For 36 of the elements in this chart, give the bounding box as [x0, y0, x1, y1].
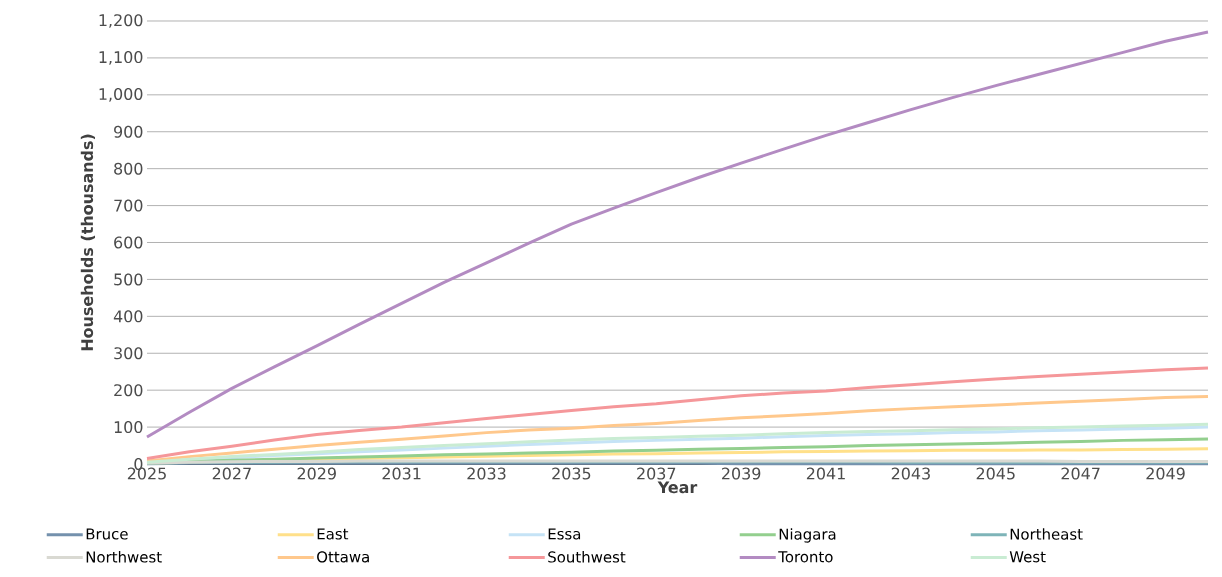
- legend-label: Essa: [548, 528, 581, 540]
- y-tick-label: 300: [114, 347, 143, 360]
- x-tick-label: 2033: [467, 467, 506, 480]
- y-tick-label: 200: [114, 384, 143, 397]
- legend-label: Niagara: [779, 528, 836, 543]
- y-tick-label: 1,200: [99, 14, 143, 28]
- y-tick-label: 600: [114, 236, 143, 249]
- x-tick-label: 2037: [637, 467, 676, 480]
- x-axis-title: Year: [657, 481, 698, 494]
- y-tick-label: 900: [114, 125, 143, 138]
- legend-label: Northwest: [86, 551, 162, 563]
- y-tick-label: 1,000: [99, 87, 143, 102]
- legend-label: Bruce: [86, 528, 128, 540]
- y-tick-label: 700: [114, 199, 143, 212]
- legend-label: Southwest: [548, 551, 626, 563]
- y-axis-title: Households (thousands): [80, 134, 95, 351]
- x-tick-label: 2045: [976, 467, 1015, 480]
- x-tick-label: 2027: [212, 467, 251, 480]
- x-tick-label: 2049: [1146, 467, 1185, 480]
- x-tick-label: 2041: [806, 467, 845, 480]
- y-tick-label: 400: [113, 310, 143, 323]
- legend-label: Ottawa: [317, 551, 369, 563]
- x-tick-label: 2029: [297, 467, 336, 480]
- legend-label: West: [1009, 551, 1046, 563]
- x-tick-label: 2047: [1061, 467, 1100, 480]
- legend-label: Northeast: [1010, 528, 1083, 540]
- x-tick-label: 2039: [722, 467, 761, 480]
- x-tick-label: 2043: [891, 467, 930, 480]
- y-tick-label: 1,100: [99, 51, 143, 65]
- x-tick-label: 2035: [552, 467, 591, 480]
- legend-label: East: [317, 528, 349, 540]
- y-tick-label: 800: [114, 162, 143, 175]
- legend-label: Toronto: [778, 551, 833, 563]
- y-tick-label: 500: [114, 273, 143, 286]
- x-tick-label: 2031: [382, 467, 421, 480]
- y-tick-label: 100: [114, 421, 143, 434]
